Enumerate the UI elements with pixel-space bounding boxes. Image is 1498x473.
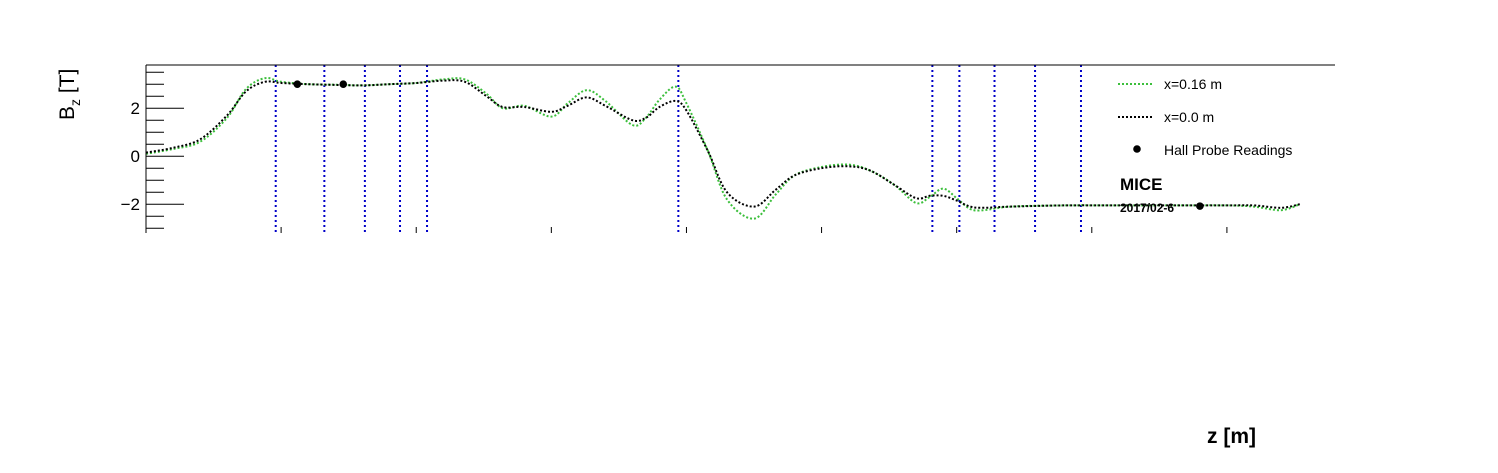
legend-label-hall-probe: Hall Probe Readings bbox=[1164, 142, 1292, 158]
y-axis-title: Bz [T] bbox=[56, 69, 83, 120]
mice-label: MICE bbox=[1120, 175, 1163, 194]
y-tick-label-0: −2 bbox=[121, 195, 140, 214]
x-axis-title: z [m] bbox=[1207, 425, 1256, 448]
series-line-0 bbox=[146, 76, 1301, 220]
hall-probe-point-0 bbox=[293, 80, 302, 88]
y-tick-label-2: 2 bbox=[131, 99, 140, 118]
series-group bbox=[146, 76, 1301, 220]
ticks-group: −2 0 2 bbox=[121, 71, 1228, 233]
y-tick-label-1: 0 bbox=[131, 147, 140, 166]
axes-frame bbox=[145, 64, 1335, 233]
vertical-lines-group bbox=[274, 65, 1082, 233]
legend-marker-hall-probe bbox=[1133, 145, 1141, 153]
date-label: 2017/02-6 bbox=[1120, 201, 1174, 215]
series-line-1 bbox=[146, 79, 1301, 209]
hall-probe-point-2 bbox=[1196, 202, 1204, 210]
legend: x=0.16 m x=0.0 m Hall Probe Readings bbox=[1118, 76, 1292, 158]
hall-probe-point-1 bbox=[339, 80, 348, 88]
legend-label-x016: x=0.16 m bbox=[1164, 76, 1222, 92]
legend-label-x00: x=0.0 m bbox=[1164, 109, 1214, 125]
